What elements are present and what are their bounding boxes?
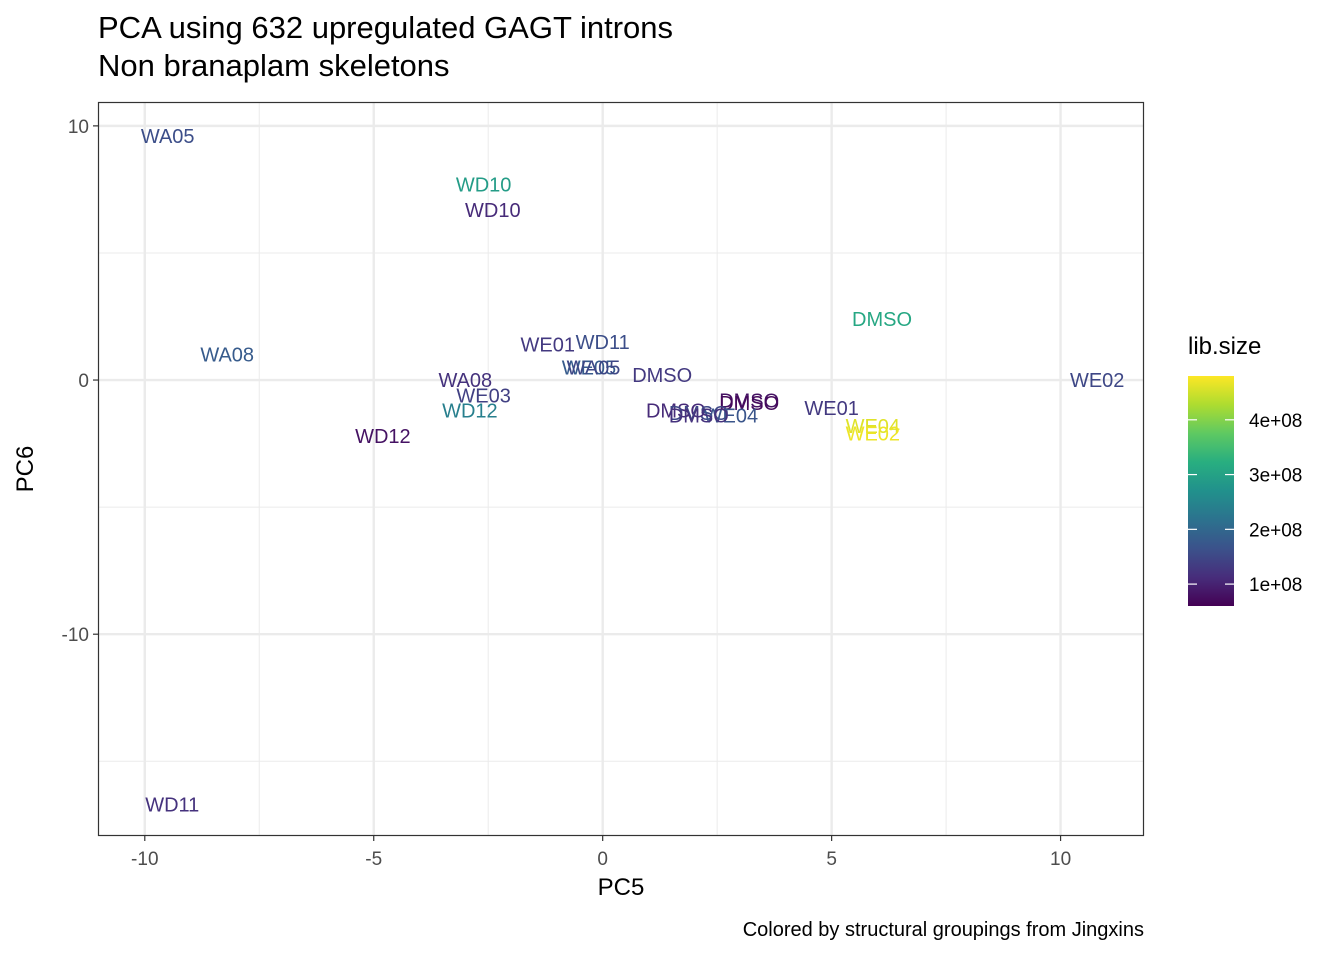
colorbar [1188, 376, 1234, 606]
point-label: WE01 [804, 398, 858, 420]
colorbar-legend: 1e+08 2e+08 3e+08 4e+08 [1188, 376, 1302, 606]
point-label: WD11 [145, 795, 199, 817]
point-label: WE04 [704, 406, 758, 428]
x-tick-label: -10 [131, 849, 158, 870]
y-axis-ticks: 10 0 -10 [62, 117, 99, 646]
point-label: WE03 [456, 385, 510, 407]
y-tick-label: -10 [62, 625, 89, 646]
minor-gridlines [99, 103, 1143, 835]
colorbar-tick-label: 2e+08 [1249, 520, 1302, 541]
x-axis-ticks: -10 -5 0 5 10 [131, 835, 1071, 870]
point-label: DMSO [852, 309, 912, 331]
point-label: WA08 [200, 345, 254, 367]
point-label: DMSO [719, 393, 779, 415]
x-tick-label: -5 [365, 849, 382, 870]
point-label: DMSO [719, 390, 779, 412]
y-axis-title: PC6 [12, 445, 39, 493]
chart-subtitle: Non branaplam skeletons [98, 48, 450, 83]
x-tick-label: 0 [597, 849, 608, 870]
point-label: WE04 [846, 416, 900, 438]
point-label: DMSO [669, 406, 729, 428]
x-tick-label: 10 [1050, 849, 1071, 870]
point-label: WE05 [562, 357, 616, 379]
plot-panel [99, 103, 1143, 835]
colorbar-tick-label: 4e+08 [1249, 411, 1302, 432]
x-tick-label: 5 [826, 849, 837, 870]
point-label: WD11 [576, 332, 630, 354]
major-gridlines [99, 103, 1143, 835]
x-axis-title: PC5 [597, 874, 645, 901]
chart-caption: Colored by structural groupings from Jin… [742, 919, 1144, 941]
point-label: WD12 [442, 401, 498, 423]
y-tick-label: 0 [78, 371, 89, 392]
point-label: WE02 [1070, 370, 1124, 392]
point-label: WD12 [355, 426, 411, 448]
plot-panel-border [97, 101, 1145, 837]
point-label: WE01 [521, 334, 575, 356]
legend-title: lib.size [1188, 333, 1262, 360]
point-label: WD10 [456, 174, 512, 196]
point-label: WA05 [567, 357, 621, 379]
colorbar-tick-label: 1e+08 [1249, 575, 1302, 596]
point-label: WD10 [465, 200, 521, 222]
point-label: WE02 [846, 423, 900, 445]
point-label: WA05 [141, 126, 195, 148]
point-label: WA08 [438, 370, 492, 392]
point-label: DMSO [669, 403, 729, 425]
chart-title: PCA using 632 upregulated GAGT introns [98, 10, 673, 45]
point-label: DMSO [632, 365, 692, 387]
colorbar-tick-label: 3e+08 [1249, 466, 1302, 487]
y-tick-label: 10 [68, 117, 89, 138]
point-label: DMSO [646, 401, 706, 423]
